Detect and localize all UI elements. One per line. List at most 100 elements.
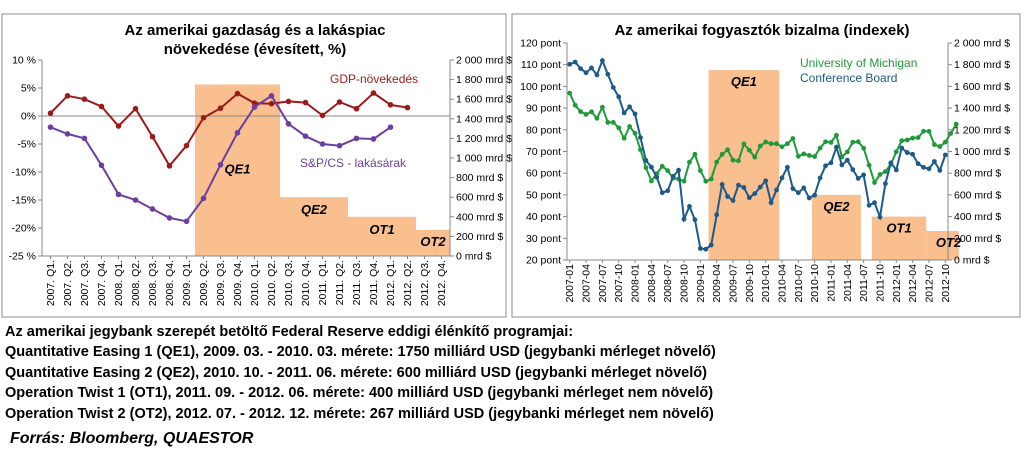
note-ot2: Operation Twist 2 (OT2), 2012. 07. - 201…: [5, 405, 714, 422]
series-point-1: [251, 104, 258, 110]
series-point-1: [812, 192, 818, 198]
series-point-1: [855, 176, 861, 181]
x-tick-label: 2012. Q2.: [402, 260, 414, 306]
y-right-tick-label: 200 mrd $: [456, 231, 503, 243]
series-point-0: [719, 151, 725, 157]
x-tick-label: 2011. Q4.: [368, 260, 380, 305]
series-point-0: [812, 154, 818, 159]
series-point-0: [942, 139, 948, 145]
series-point-1: [336, 142, 343, 149]
y-right-tick-label: 800 mrd $: [456, 172, 503, 184]
series-point-0: [583, 111, 589, 117]
series-point-1: [654, 174, 660, 180]
program-label-qe1: QE1: [731, 74, 757, 89]
series-point-1: [834, 144, 839, 150]
x-tick-label: 2011-01: [825, 264, 837, 302]
series-point-0: [763, 139, 769, 145]
x-tick-label: 2007. Q2.: [62, 260, 74, 306]
series-point-0: [697, 168, 703, 173]
program-label-ot2: OT2: [936, 235, 962, 250]
series-point-1: [583, 70, 589, 76]
note-ot1: Operation Twist 1 (OT1), 2011. 09. - 201…: [5, 385, 714, 402]
series-point-1: [915, 161, 921, 167]
series-point-1: [643, 157, 649, 163]
series-point-1: [665, 188, 671, 194]
series-point-0: [872, 180, 877, 185]
series-point-0: [98, 103, 105, 110]
program-bar-qe2: [280, 197, 348, 256]
program-bar-ot2: [416, 229, 450, 256]
series-point-1: [942, 152, 948, 158]
gdp-housing-chart: Az amerikai gazdaság és a lakáspiac növek…: [1, 13, 512, 318]
series-point-0: [730, 157, 736, 163]
series-point-0: [149, 133, 156, 140]
x-tick-label: 2012. Q1.: [385, 260, 397, 306]
series-point-0: [861, 145, 867, 151]
series-point-0: [926, 128, 932, 134]
series-point-1: [572, 59, 578, 65]
series-point-1: [132, 197, 139, 203]
series-point-0: [594, 115, 600, 121]
series-point-1: [302, 133, 309, 139]
series-point-1: [872, 200, 877, 206]
series-point-0: [404, 104, 411, 111]
series-point-0: [183, 142, 190, 149]
y-right-tick-label: 2 000 mrd $: [954, 38, 1010, 50]
series-point-1: [234, 130, 241, 136]
series-point-1: [823, 163, 828, 169]
x-tick-label: 2012-10: [940, 264, 952, 303]
series-point-0: [132, 105, 139, 112]
chart-title: Az amerikai fogyasztók bizalma (indexek): [614, 22, 909, 39]
y-left-tick-label: -10%: [11, 167, 36, 179]
series-point-0: [217, 105, 224, 111]
series-point-1: [937, 167, 943, 173]
y-right-tick-label: 1 400 mrd $: [954, 103, 1010, 115]
series-point-1: [285, 121, 292, 127]
series-point-1: [166, 215, 173, 221]
x-tick-label: 2009-01: [695, 264, 707, 303]
series-point-1: [183, 218, 190, 225]
program-bar-ot1: [348, 216, 416, 256]
series-point-1: [64, 131, 71, 137]
x-tick-label: 2009. Q3.: [215, 260, 227, 306]
y-left-tick-label: 40 pont: [526, 211, 561, 223]
series-point-0: [866, 162, 872, 168]
program-label-qe1: QE1: [224, 162, 250, 177]
x-tick-label: 2012. Q3.: [419, 260, 431, 306]
y-left-tick-label: 90 pont: [526, 103, 561, 115]
series-point-1: [801, 185, 807, 191]
program-label-qe2: QE2: [823, 199, 850, 214]
y-left-tick-label: -25 %: [9, 251, 36, 263]
source-credit: Forrás: Bloomberg, QUAESTOR: [10, 430, 254, 447]
program-label-ot1: OT1: [369, 222, 394, 237]
x-tick-label: 2009. Q1.: [181, 260, 193, 306]
x-tick-label: 2007. Q4.: [96, 260, 108, 306]
series-point-0: [801, 151, 807, 157]
y-left-tick-label: 120 pont: [520, 38, 561, 50]
y-right-tick-label: 1 400 mrd $: [456, 113, 512, 125]
series-point-1: [839, 162, 845, 168]
series-point-0: [725, 147, 730, 153]
series-point-1: [200, 195, 207, 202]
x-tick-label: 2010. Q2.: [266, 260, 278, 306]
series-point-0: [795, 153, 801, 159]
chart-title: növekedése (évesített, %): [164, 41, 347, 58]
x-tick-label: 2010-10: [809, 264, 821, 303]
x-tick-label: 2008. Q1.: [113, 260, 125, 306]
y-right-tick-label: 800 mrd $: [954, 168, 1001, 180]
series-point-0: [899, 138, 905, 144]
series-point-1: [681, 216, 687, 222]
y-right-tick-label: 1 200 mrd $: [456, 133, 512, 145]
x-tick-label: 2012-01: [891, 264, 903, 303]
x-tick-label: 2011-04: [842, 264, 854, 302]
series-point-1: [567, 61, 573, 67]
series-point-0: [234, 90, 241, 97]
program-label-ot2: OT2: [420, 234, 446, 249]
program-notes: Az amerikai jegybank szerepét betöltő Fe…: [5, 322, 716, 424]
series-point-1: [659, 190, 665, 196]
x-tick-label: 2008-07: [662, 264, 674, 303]
series-point-0: [578, 109, 584, 114]
series-point-0: [877, 172, 883, 177]
series-line-1: [569, 57, 947, 251]
note-qe2: Quantitative Easing 2 (QE2), 2010. 10. -…: [5, 364, 707, 381]
